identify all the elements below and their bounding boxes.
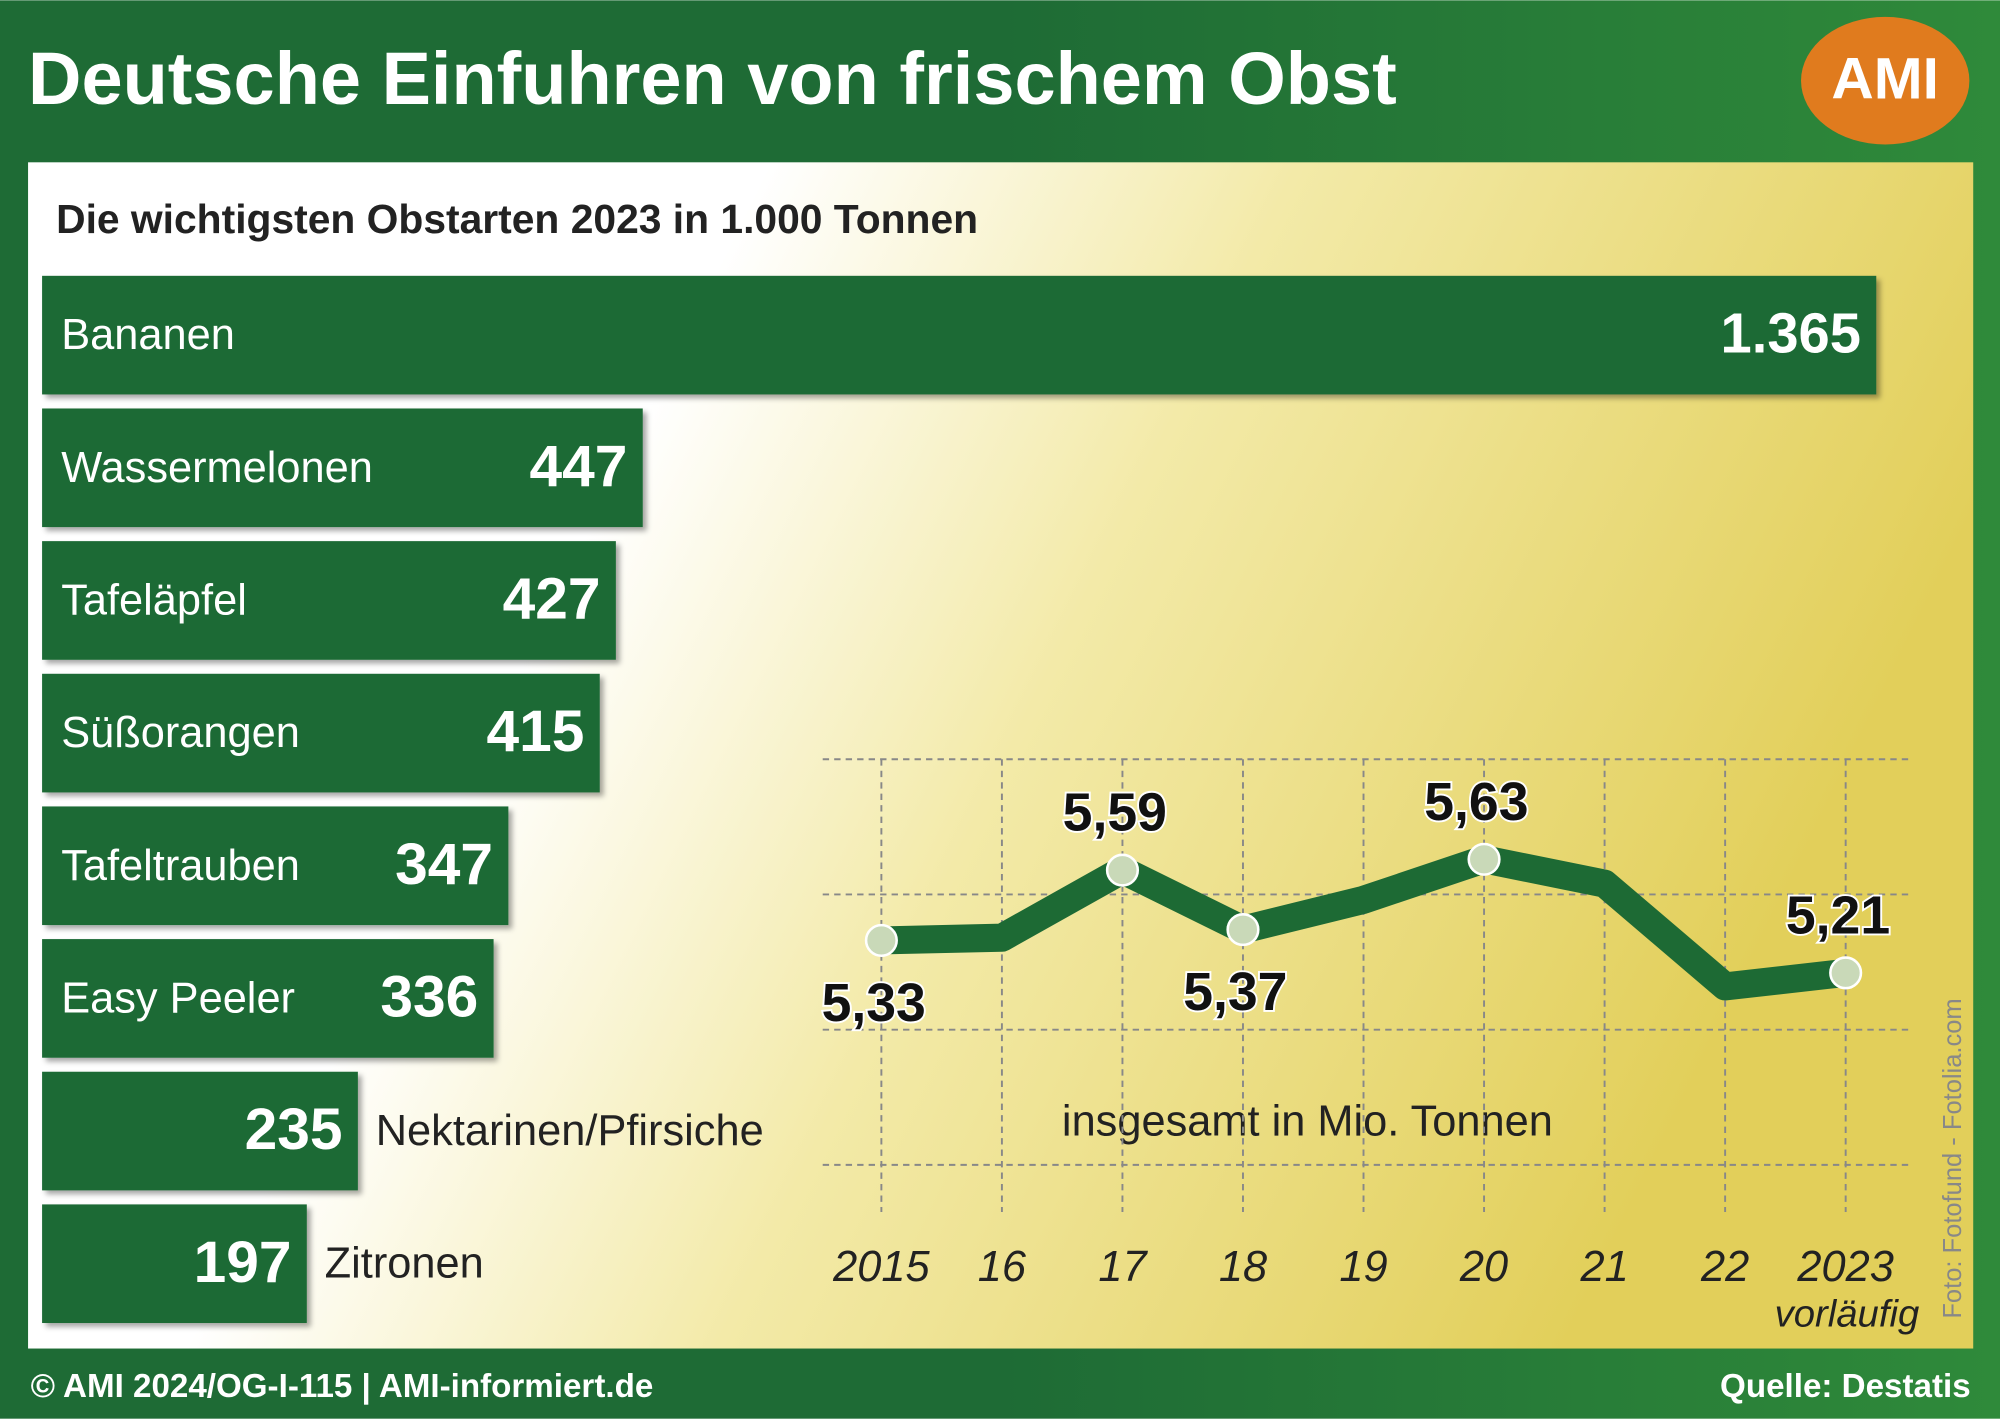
value-label: 415: [487, 699, 585, 764]
value-label: 427: [503, 566, 601, 631]
bar: [42, 939, 494, 1058]
logo-badge: [1801, 16, 1970, 145]
x-tick-label: 16: [978, 1243, 1027, 1291]
value-label: 447: [530, 434, 628, 499]
logo: AMI: [1831, 47, 1939, 112]
bar: [42, 408, 643, 528]
bar: [42, 1204, 307, 1324]
value-label: 5,63: [1424, 773, 1528, 832]
x-tick-label: 18: [1219, 1243, 1267, 1291]
value-label: 5,59: [1063, 784, 1167, 843]
category-label: Nektarinen/Pfirsiche: [376, 1107, 764, 1155]
value-label: 5,33: [822, 974, 926, 1033]
source: Quelle: Destatis: [1720, 1368, 1971, 1405]
point: [1105, 853, 1140, 887]
point: [1226, 913, 1260, 947]
bar: [42, 806, 509, 926]
x-tick-label: 21: [1579, 1243, 1628, 1291]
point: [1467, 842, 1501, 876]
point: [864, 923, 898, 957]
value-label: 336: [380, 964, 478, 1029]
line: [867, 845, 1860, 1001]
value-label: 235: [245, 1097, 343, 1162]
subtitle: Die wichtigsten Obstarten 2023 in 1.000 …: [56, 196, 978, 242]
category-label: Süßorangen: [61, 709, 300, 757]
category-label: Tafeläpfel: [61, 576, 247, 624]
category-label: Bananen: [61, 311, 235, 359]
category-label: Wassermelonen: [61, 444, 373, 492]
value-label: 5,21: [1786, 886, 1890, 945]
value-label: 347: [395, 832, 493, 897]
value-label: 197: [194, 1230, 292, 1295]
x-tick-label: 22: [1700, 1243, 1749, 1291]
title: Deutsche Einfuhren von frischem Obst: [28, 37, 1397, 120]
category-label: Tafeltrauben: [61, 842, 300, 890]
value-label: 1.365: [1721, 302, 1861, 365]
x-tick-label: 2023: [1796, 1243, 1893, 1291]
category-label: Easy Peeler: [61, 974, 295, 1022]
x-tick-label: 17: [1098, 1243, 1148, 1291]
bar: [42, 541, 616, 660]
category-label: Zitronen: [325, 1240, 484, 1288]
value-label: 5,37: [1183, 963, 1287, 1022]
photo-credit: Foto: Fotofund - Fotolia.com: [1939, 998, 1967, 1318]
footer: © AMI 2024/OG-I-115 | AMI-informiert.de: [31, 1368, 654, 1405]
annotation: vorläufig: [1775, 1293, 1920, 1336]
x-tick-label: 19: [1339, 1243, 1387, 1291]
point: [1829, 956, 1863, 990]
bar: [42, 275, 1877, 395]
bar: [42, 1071, 358, 1191]
x-tick-label: 2015: [832, 1243, 930, 1291]
bar: [42, 673, 600, 793]
line-subtitle: insgesamt in Mio. Tonnen: [1062, 1097, 1553, 1145]
x-tick-label: 20: [1459, 1243, 1508, 1291]
